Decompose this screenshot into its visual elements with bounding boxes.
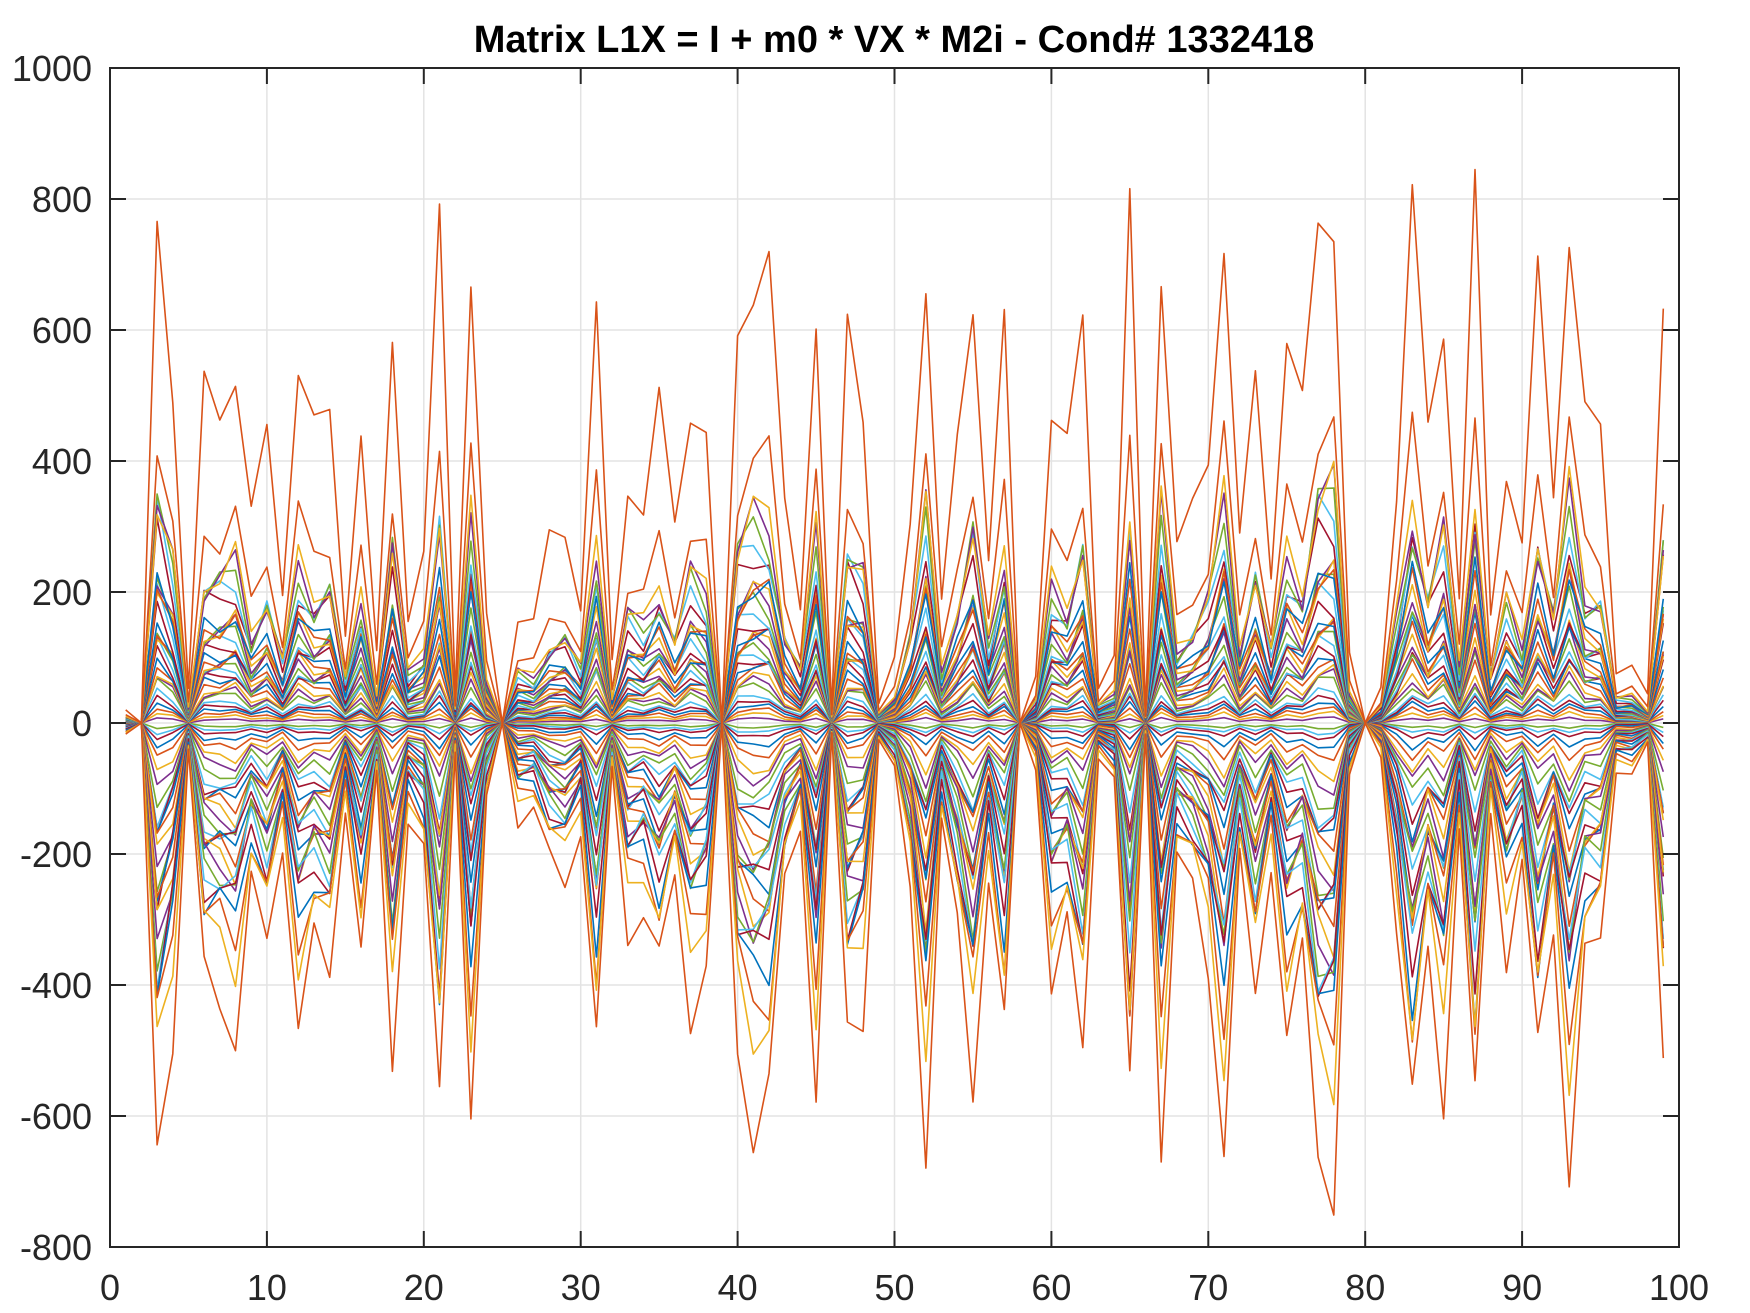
x-tick-label: 80 [1345,1267,1385,1308]
y-tick-label: -200 [20,834,92,875]
series-line-35 [125,722,1664,741]
series-line-3 [125,460,1665,724]
y-tick-label: -800 [20,1227,92,1268]
x-tick-label: 40 [718,1267,758,1308]
y-tick-label: 600 [32,310,92,351]
x-tick-label: 90 [1502,1267,1542,1308]
x-tick-label: 0 [100,1267,120,1308]
ticks: 0 10 20 30 40 50 60 70 80 90 100 -800 -600 -400 -200 0 2… [12,48,1709,1308]
y-tick-label: -400 [20,965,92,1006]
series-line-24 [125,663,1665,724]
chart-title: Matrix L1X = I + m0 * VX * M2i - Cond# 1… [474,19,1315,61]
x-tick-label: 20 [404,1267,444,1308]
y-tick-label: 1000 [12,48,92,89]
y-tick-label: 0 [72,703,92,744]
x-tick-label: 60 [1031,1267,1071,1308]
series-line-2 [125,411,1665,724]
x-tick-label: 70 [1188,1267,1228,1308]
series-line-39 [125,722,1665,796]
series-line-59 [125,722,1665,1106]
y-tick-label: 200 [32,572,92,613]
series-line-23 [125,658,1665,724]
y-tick-label: -600 [20,1096,92,1137]
y-tick-label: 400 [32,441,92,482]
x-tick-label: 10 [247,1267,287,1308]
x-tick-label: 100 [1649,1267,1709,1308]
x-tick-label: 50 [874,1267,914,1308]
series-line-8 [125,556,1665,724]
y-tick-label: 800 [32,179,92,220]
x-tick-label: 30 [561,1267,601,1308]
series-line-16 [125,620,1665,724]
series-group [125,168,1665,1216]
series-line-1 [125,168,1665,724]
series-line-36 [125,722,1664,752]
series-line-40 [125,722,1665,811]
series-line-37 [125,722,1664,762]
series-line-60 [125,722,1665,1216]
